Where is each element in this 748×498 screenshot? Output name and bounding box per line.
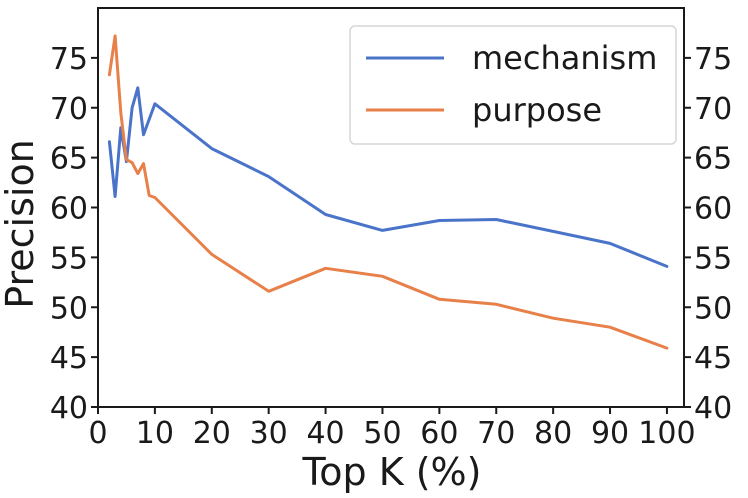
legend-label-mechanism: mechanism	[472, 39, 657, 77]
x-tick-label: 100	[638, 416, 695, 451]
y-tick-label-left: 75	[50, 42, 88, 77]
y-tick-label-right: 75	[694, 42, 732, 77]
y-tick-label-right: 40	[694, 391, 732, 426]
x-tick-label: 60	[420, 416, 458, 451]
y-tick-label-right: 45	[694, 341, 732, 376]
series-line-purpose	[107, 34, 669, 350]
y-tick-label-left: 60	[50, 192, 88, 227]
x-tick-label: 20	[193, 416, 231, 451]
y-tick-label-left: 45	[50, 341, 88, 376]
series-lines	[107, 34, 669, 350]
y-tick-label-right: 70	[694, 92, 732, 127]
legend: mechanism purpose	[349, 25, 677, 145]
x-tick-label: 90	[591, 416, 629, 451]
x-tick-label: 10	[136, 416, 174, 451]
y-axis-label: Precision	[0, 139, 42, 309]
x-tick-label: 50	[363, 416, 401, 451]
y-tick-label-left: 70	[50, 92, 88, 127]
x-axis-label: Top K (%)	[302, 450, 482, 494]
y-tick-label-left: 65	[50, 142, 88, 177]
x-tick-label: 80	[534, 416, 572, 451]
legend-box	[349, 25, 677, 145]
x-tick-label: 40	[306, 416, 344, 451]
y-tick-label-left: 40	[50, 391, 88, 426]
legend-label-purpose: purpose	[472, 91, 602, 129]
x-tick-label: 0	[88, 416, 107, 451]
y-tick-label-left: 55	[50, 241, 88, 276]
y-tick-label-left: 50	[50, 291, 88, 326]
y-tick-label-right: 55	[694, 241, 732, 276]
y-tick-label-right: 50	[694, 291, 732, 326]
y-tick-label-right: 60	[694, 192, 732, 227]
y-tick-label-right: 65	[694, 142, 732, 177]
x-tick-label: 30	[250, 416, 288, 451]
x-tick-label: 70	[477, 416, 515, 451]
